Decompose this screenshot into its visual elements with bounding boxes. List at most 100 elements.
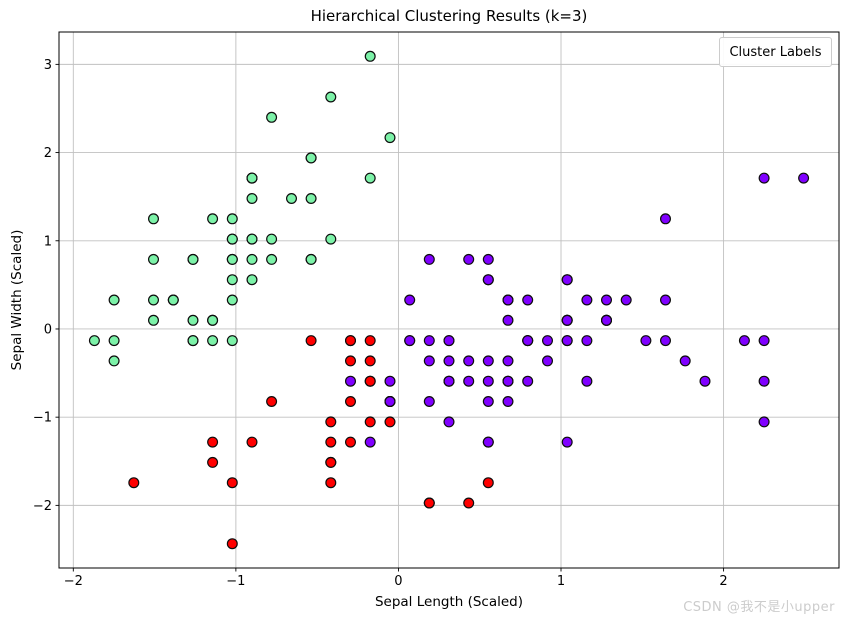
data-point-cluster-green xyxy=(226,294,238,306)
data-point-cluster-purple xyxy=(482,436,494,448)
data-point-cluster-purple xyxy=(699,375,711,387)
x-tick-label: −1 xyxy=(226,574,245,589)
data-point-cluster-purple xyxy=(345,375,357,387)
data-point-cluster-red xyxy=(423,497,435,509)
data-point-cluster-purple xyxy=(522,294,534,306)
data-point-cluster-purple xyxy=(482,274,494,286)
data-point-cluster-green xyxy=(187,253,199,265)
data-point-cluster-purple xyxy=(758,335,770,347)
legend: Cluster Labels xyxy=(719,37,832,67)
data-point-cluster-purple xyxy=(463,375,475,387)
data-point-cluster-green xyxy=(226,213,238,225)
plot-border xyxy=(58,31,840,569)
data-point-cluster-purple xyxy=(600,294,612,306)
y-tick-label: 0 xyxy=(44,322,52,337)
data-point-cluster-purple xyxy=(384,396,396,408)
data-point-cluster-purple xyxy=(541,335,553,347)
data-point-cluster-green xyxy=(226,274,238,286)
data-point-cluster-red xyxy=(207,436,219,448)
data-point-cluster-purple xyxy=(561,335,573,347)
data-point-cluster-green xyxy=(88,335,100,347)
y-tick-label: 2 xyxy=(44,146,52,161)
data-point-cluster-purple xyxy=(404,294,416,306)
data-point-cluster-purple xyxy=(502,375,514,387)
data-point-cluster-green xyxy=(246,172,258,184)
data-point-cluster-purple xyxy=(423,253,435,265)
data-point-cluster-green xyxy=(364,172,376,184)
data-point-cluster-green xyxy=(207,213,219,225)
data-point-cluster-purple xyxy=(482,253,494,265)
data-point-cluster-purple xyxy=(738,335,750,347)
data-point-cluster-green xyxy=(246,233,258,245)
data-point-cluster-purple xyxy=(443,355,455,367)
y-tick-label: 3 xyxy=(44,58,52,73)
data-point-cluster-purple xyxy=(502,314,514,326)
data-point-cluster-purple xyxy=(423,355,435,367)
data-point-cluster-green xyxy=(148,294,160,306)
x-tick-label: 0 xyxy=(394,574,402,589)
data-point-cluster-purple xyxy=(443,335,455,347)
data-point-cluster-purple xyxy=(364,436,376,448)
data-point-cluster-purple xyxy=(758,375,770,387)
data-point-cluster-green xyxy=(305,253,317,265)
data-point-cluster-green xyxy=(226,253,238,265)
data-point-cluster-green xyxy=(148,314,160,326)
data-point-cluster-red xyxy=(266,396,278,408)
data-point-cluster-red xyxy=(325,456,337,468)
data-point-cluster-red xyxy=(128,477,140,489)
data-point-cluster-green xyxy=(286,193,298,205)
y-axis-label: Sepal Width (Scaled) xyxy=(9,229,25,371)
data-point-cluster-purple xyxy=(541,355,553,367)
data-point-cluster-purple xyxy=(404,335,416,347)
data-point-cluster-red xyxy=(364,355,376,367)
data-point-cluster-purple xyxy=(482,355,494,367)
data-point-cluster-purple xyxy=(561,274,573,286)
data-point-cluster-red xyxy=(305,335,317,347)
data-point-cluster-red xyxy=(226,477,238,489)
data-point-cluster-green xyxy=(305,152,317,164)
data-point-cluster-green xyxy=(325,233,337,245)
data-point-cluster-green xyxy=(207,314,219,326)
data-point-cluster-green xyxy=(364,50,376,62)
data-point-cluster-red xyxy=(325,477,337,489)
data-point-cluster-green xyxy=(266,253,278,265)
data-point-cluster-red xyxy=(482,477,494,489)
data-point-cluster-purple xyxy=(463,355,475,367)
data-point-cluster-purple xyxy=(482,396,494,408)
data-point-cluster-red xyxy=(345,335,357,347)
data-point-cluster-purple xyxy=(659,213,671,225)
chart-title: Hierarchical Clustering Results (k=3) xyxy=(310,7,588,25)
data-point-cluster-green xyxy=(108,355,120,367)
data-point-cluster-red xyxy=(364,335,376,347)
data-point-cluster-green xyxy=(246,253,258,265)
data-point-cluster-purple xyxy=(758,172,770,184)
data-point-cluster-green xyxy=(305,193,317,205)
y-tick-label: −1 xyxy=(33,411,52,426)
watermark: CSDN @我不是小upper xyxy=(683,600,835,615)
data-point-cluster-green xyxy=(187,314,199,326)
data-point-cluster-purple xyxy=(502,355,514,367)
data-point-cluster-purple xyxy=(463,253,475,265)
data-point-cluster-green xyxy=(148,253,160,265)
y-tick-label: −2 xyxy=(33,499,52,514)
data-point-cluster-purple xyxy=(581,375,593,387)
data-point-cluster-purple xyxy=(502,396,514,408)
data-point-cluster-green xyxy=(226,233,238,245)
data-point-cluster-red xyxy=(246,436,258,448)
data-point-cluster-red xyxy=(364,416,376,428)
data-point-cluster-green xyxy=(167,294,179,306)
data-point-cluster-purple xyxy=(482,375,494,387)
data-point-cluster-red xyxy=(325,436,337,448)
data-point-cluster-green xyxy=(207,335,219,347)
data-point-cluster-purple xyxy=(561,436,573,448)
data-point-cluster-purple xyxy=(561,314,573,326)
data-point-cluster-purple xyxy=(600,314,612,326)
data-point-cluster-purple xyxy=(798,172,810,184)
data-point-cluster-green xyxy=(325,91,337,103)
x-tick-label: −2 xyxy=(64,574,83,589)
data-point-cluster-purple xyxy=(679,355,691,367)
data-point-cluster-red xyxy=(384,416,396,428)
data-point-cluster-purple xyxy=(620,294,632,306)
